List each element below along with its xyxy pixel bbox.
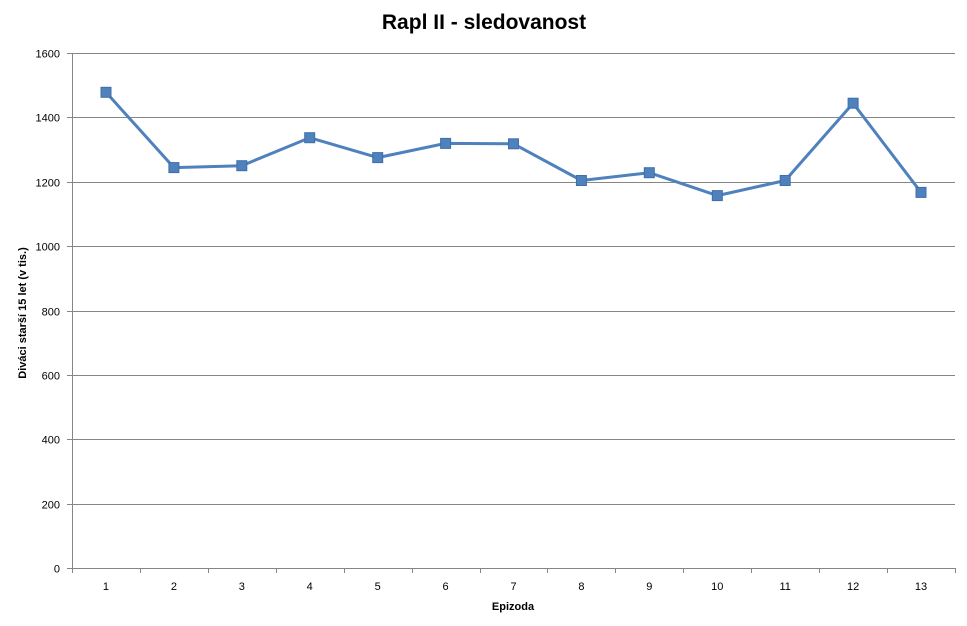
x-tick-label: 11: [779, 581, 790, 593]
data-point-marker: [372, 152, 384, 164]
x-tick-label: 5: [375, 581, 381, 593]
y-tick-label: 1200: [36, 178, 60, 190]
y-tick-label: 200: [42, 500, 60, 512]
data-point-marker: [100, 86, 112, 98]
axes: [67, 53, 956, 573]
x-tick-label: 6: [443, 581, 449, 593]
data-point-marker: [643, 167, 655, 179]
gridlines: [72, 53, 955, 505]
y-tick-label: 1600: [36, 49, 60, 61]
y-tick-label: 800: [42, 307, 60, 319]
x-tick-label: 7: [510, 581, 516, 593]
data-point-marker: [711, 190, 723, 202]
data-point-marker: [236, 160, 248, 172]
x-axis-label: Epizoda: [492, 601, 535, 613]
data-point-marker: [575, 175, 587, 186]
data-point-marker: [847, 97, 859, 109]
y-tick-label: 600: [42, 371, 60, 383]
x-tick-label: 9: [646, 581, 652, 593]
x-tick-label: 1: [103, 581, 109, 593]
x-tick-label: 12: [847, 581, 859, 593]
data-point-marker: [440, 137, 452, 149]
y-tick-labels: 0 200 400 600 800 1000 1200 1400 1600: [36, 49, 60, 576]
data-point-marker: [304, 132, 316, 144]
x-tick-label: 3: [239, 581, 245, 593]
data-point-marker: [779, 175, 791, 186]
data-point-marker: [915, 186, 927, 198]
x-tick-labels: 1 2 3 4 5 6 7 8 9 10 11 12 13: [103, 581, 927, 593]
x-tick-label: 10: [711, 581, 723, 593]
y-tick-label: 1000: [36, 242, 60, 254]
x-tick-label: 13: [915, 581, 927, 593]
x-tick-label: 8: [578, 581, 584, 593]
data-series: [100, 86, 927, 202]
data-point-marker: [508, 138, 519, 150]
y-tick-label: 1400: [36, 113, 60, 125]
x-tick-label: 2: [171, 581, 177, 593]
y-axis-label: Diváci starší 15 let (v tis.): [17, 247, 29, 379]
y-tick-label: 0: [54, 564, 60, 576]
x-tick-label: 4: [307, 581, 313, 593]
data-point-marker: [168, 162, 180, 174]
chart-title: Rapl II - sledovanost: [382, 11, 586, 34]
y-tick-label: 400: [42, 435, 60, 447]
